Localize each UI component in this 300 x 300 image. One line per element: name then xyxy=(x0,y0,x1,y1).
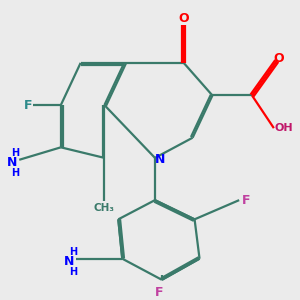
Text: H: H xyxy=(12,148,20,158)
Text: N: N xyxy=(64,255,74,268)
Text: F: F xyxy=(155,286,164,299)
Text: F: F xyxy=(23,99,32,112)
Text: H: H xyxy=(69,247,77,257)
Text: N: N xyxy=(7,156,17,169)
Text: N: N xyxy=(155,153,166,166)
Text: F: F xyxy=(242,194,250,207)
Text: O: O xyxy=(178,12,189,25)
Text: H: H xyxy=(69,267,77,277)
Text: H: H xyxy=(12,168,20,178)
Text: O: O xyxy=(273,52,284,64)
Text: CH₃: CH₃ xyxy=(94,203,115,213)
Text: OH: OH xyxy=(275,123,294,133)
